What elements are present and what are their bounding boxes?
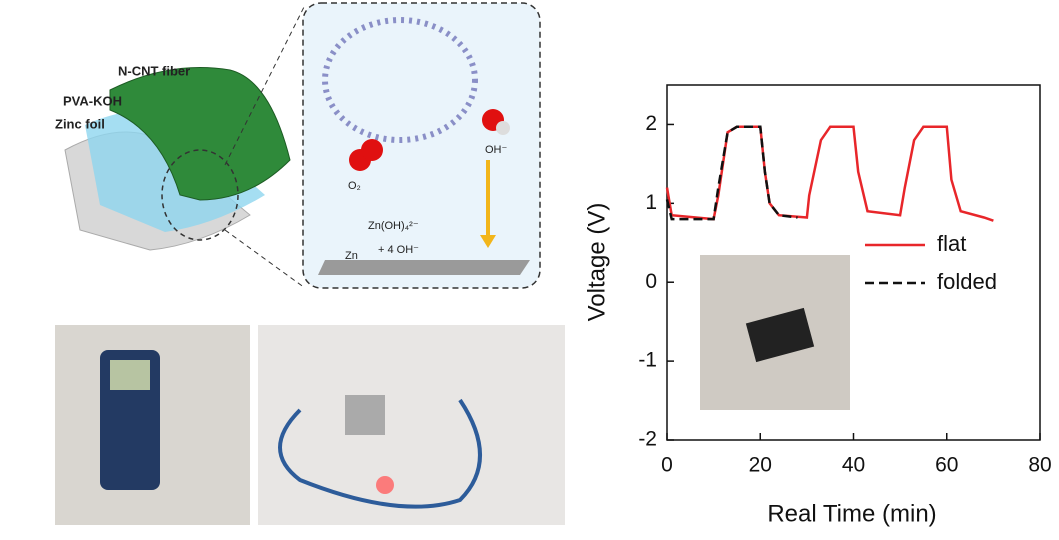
species-label: OH⁻	[485, 144, 508, 156]
x-tick-label: 80	[1028, 454, 1051, 477]
species-label: O₂	[348, 180, 361, 192]
legend-label: flat	[937, 231, 966, 256]
species-label: Zn(OH)₄²⁻	[368, 220, 419, 232]
zoom-box	[302, 2, 541, 289]
y-tick-label: 2	[645, 112, 657, 135]
y-tick-label: -2	[638, 428, 657, 451]
cnt-layer	[109, 67, 291, 201]
x-tick-label: 0	[661, 454, 673, 477]
hydroxide	[496, 121, 510, 135]
folded-battery	[745, 307, 815, 363]
zinc-plate	[318, 260, 530, 275]
series-line	[665, 125, 798, 221]
nanotube	[322, 17, 478, 143]
battery	[345, 395, 385, 435]
y-tick-label: 0	[645, 270, 657, 293]
y-tick-label: 1	[645, 191, 657, 214]
y-tick-label: -1	[638, 349, 657, 372]
species-label: Zn	[345, 250, 358, 262]
y-axis-title: Voltage (V)	[583, 203, 610, 322]
photo-led	[258, 325, 565, 525]
x-tick-label: 40	[842, 454, 865, 477]
multimeter-display	[110, 360, 150, 390]
oxygen	[361, 139, 383, 161]
legend-label: folded	[937, 269, 997, 294]
zoom-line	[224, 4, 306, 166]
cable	[278, 398, 482, 509]
zoom-circle	[161, 149, 239, 241]
layer-label: PVA-KOH	[63, 93, 122, 108]
x-tick-label: 20	[749, 454, 772, 477]
x-axis-title: Real Time (min)	[767, 500, 936, 527]
layer-label: Zinc foil	[55, 116, 105, 131]
series-line	[665, 125, 994, 222]
arrow	[480, 235, 496, 248]
layer-label: N-CNT fiber	[118, 63, 190, 78]
zoom-line	[224, 229, 306, 289]
species-label: + 4 OH⁻	[378, 244, 419, 256]
x-tick-label: 60	[935, 454, 958, 477]
led-glow	[376, 476, 394, 494]
